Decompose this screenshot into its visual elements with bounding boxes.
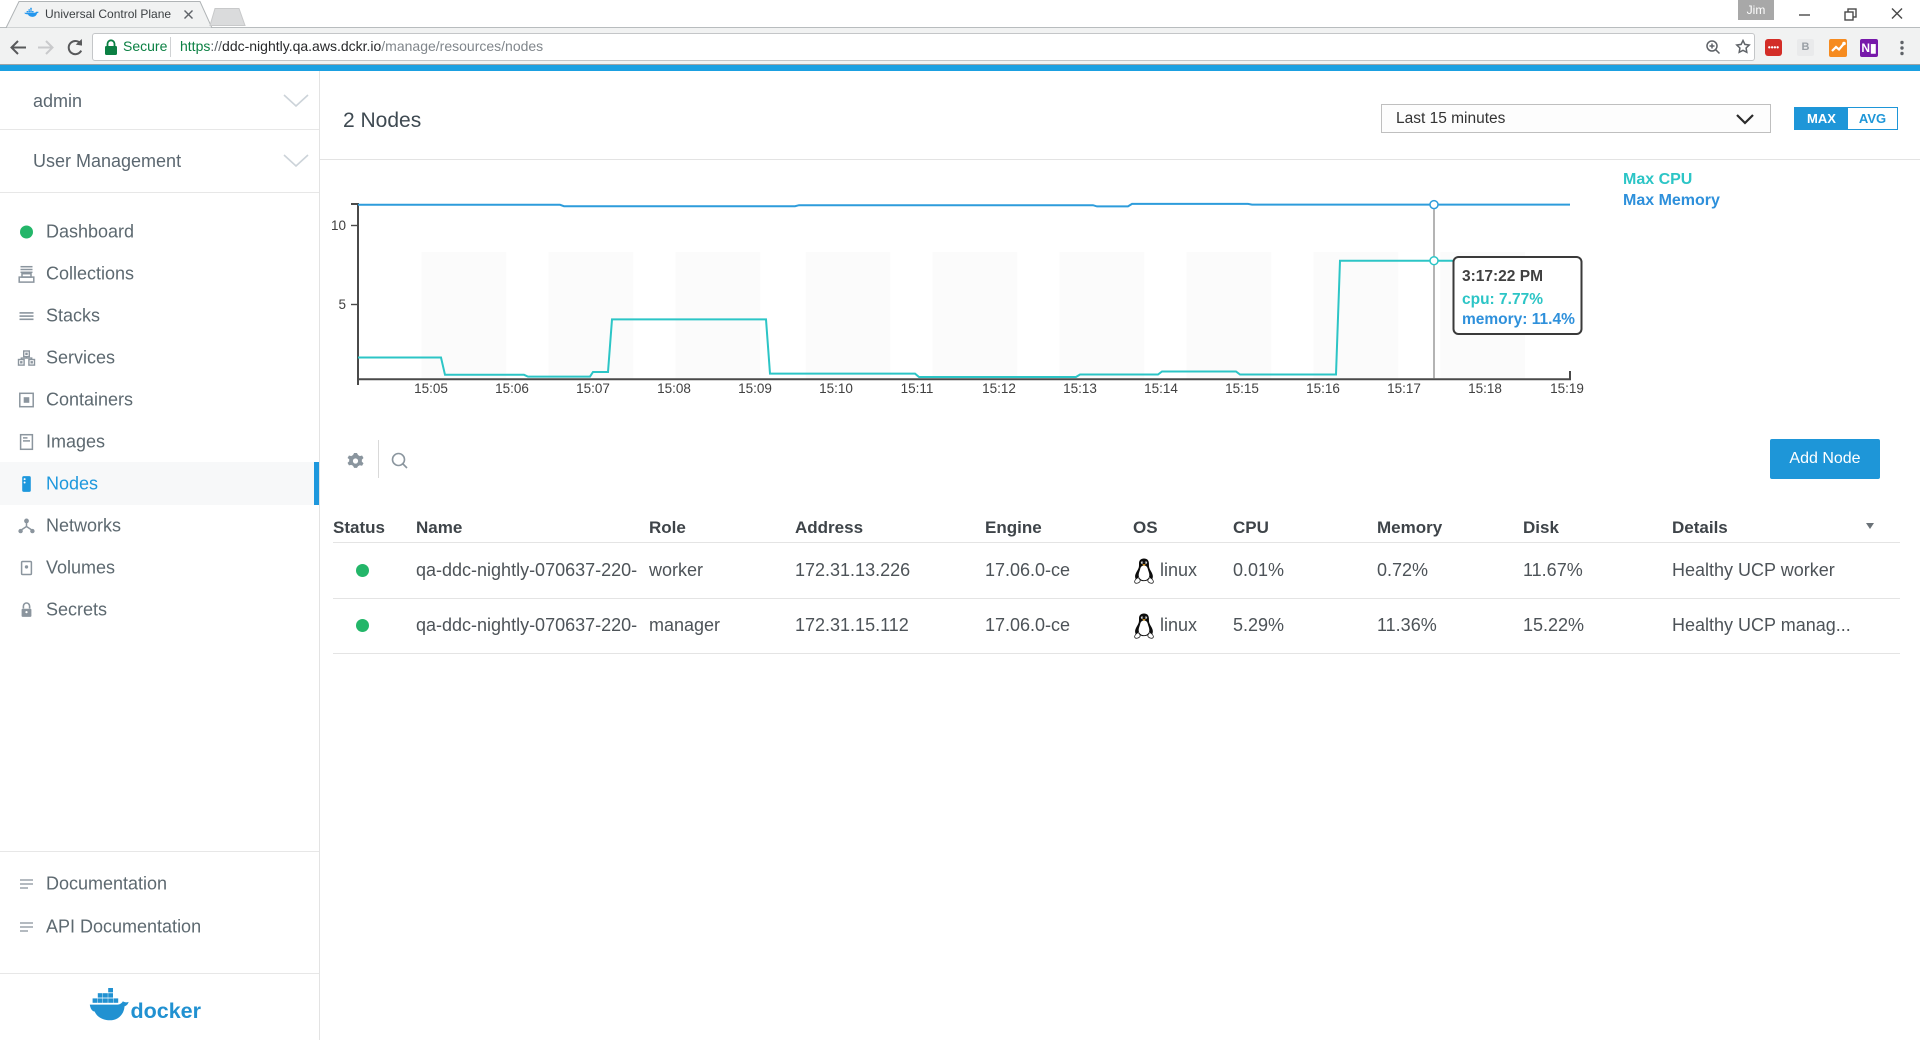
svg-text:15:05: 15:05 — [414, 381, 448, 396]
svg-text:15:14: 15:14 — [1144, 381, 1178, 396]
svg-text:15:13: 15:13 — [1063, 381, 1097, 396]
svg-text:15:18: 15:18 — [1468, 381, 1502, 396]
svg-text:10: 10 — [331, 218, 346, 233]
svg-text:15:07: 15:07 — [576, 381, 610, 396]
svg-text:memory: 11.4%: memory: 11.4% — [1462, 311, 1575, 328]
svg-text:15:17: 15:17 — [1387, 381, 1421, 396]
svg-text:docker: docker — [131, 999, 202, 1023]
svg-text:15:06: 15:06 — [495, 381, 529, 396]
svg-text:15:12: 15:12 — [982, 381, 1016, 396]
svg-text:15:09: 15:09 — [738, 381, 772, 396]
svg-text:15:08: 15:08 — [657, 381, 691, 396]
svg-text:cpu: 7.77%: cpu: 7.77% — [1462, 291, 1543, 308]
svg-text:5: 5 — [338, 297, 346, 312]
svg-text:15:16: 15:16 — [1306, 381, 1340, 396]
svg-text:15:10: 15:10 — [819, 381, 853, 396]
svg-text:15:19: 15:19 — [1550, 381, 1584, 396]
svg-text:15:15: 15:15 — [1225, 381, 1259, 396]
svg-text:15:11: 15:11 — [901, 381, 934, 396]
svg-text:3:17:22 PM: 3:17:22 PM — [1462, 268, 1543, 285]
